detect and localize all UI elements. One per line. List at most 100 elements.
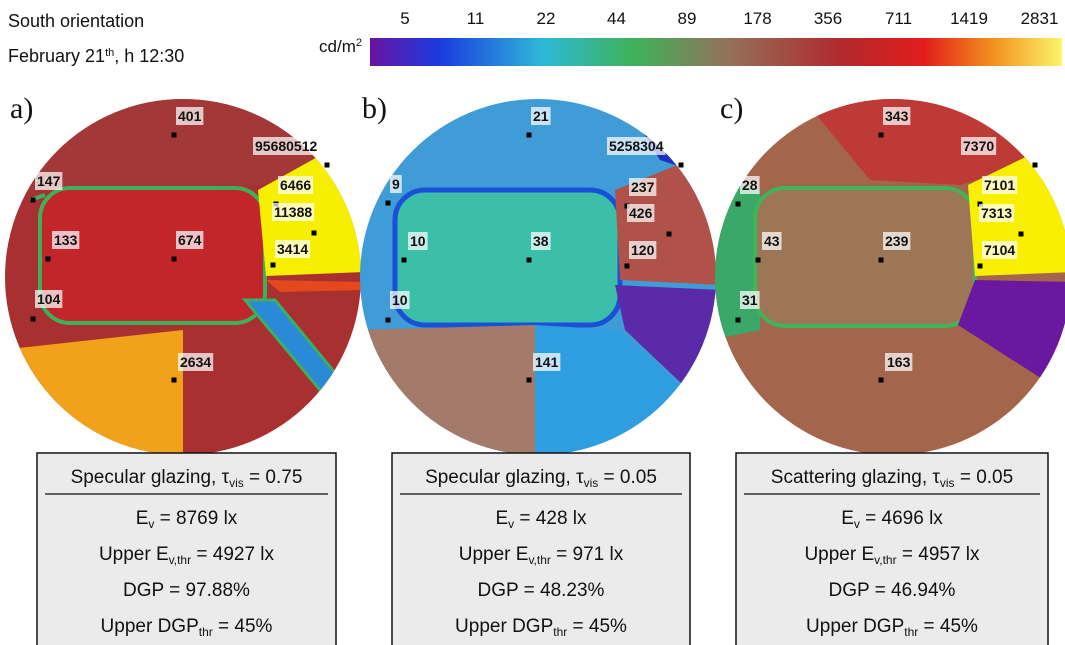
point-marker: [878, 132, 884, 138]
point-label-bg: [408, 232, 428, 250]
box-title-part: = 0.05: [955, 467, 1014, 488]
box-line: Upper DGPthr = 45%: [455, 616, 627, 639]
point-label-bg: [629, 178, 657, 196]
box-line-part: = 45%: [918, 616, 978, 637]
box-line: Upper Ev,thr = 4927 lx: [99, 544, 275, 567]
point-label-bg: [740, 291, 760, 309]
point-marker: [270, 262, 276, 268]
box-line-part: E: [841, 508, 854, 529]
point-label: 28: [742, 177, 758, 193]
box-line-part: = 971 lx: [551, 544, 624, 565]
box-line-part: Upper E: [459, 544, 529, 565]
box-line-part: = 45%: [213, 616, 273, 637]
box-line: DGP = 48.23%: [478, 580, 605, 601]
point-label-bg: [740, 176, 760, 194]
point-label-bg: [883, 107, 911, 125]
point-label: 120: [631, 242, 655, 258]
colorbar-tick-label: 711: [885, 9, 912, 28]
box-line-part: v: [854, 517, 860, 531]
info-box: [735, 452, 1049, 645]
point-label: 10: [392, 292, 408, 308]
point-label: 7101: [984, 177, 1015, 193]
point-label-bg: [533, 353, 561, 371]
date-part: th: [105, 47, 114, 59]
point-marker: [526, 132, 532, 138]
point-label-bg: [278, 176, 314, 194]
box-line-part: E: [495, 508, 508, 529]
colorbar-tick-label: 178: [743, 9, 771, 28]
date: February 21th, h 12:30: [8, 46, 184, 66]
box-line-part: = 4957 lx: [897, 544, 980, 565]
point-label-bg: [961, 137, 997, 155]
point-label: 133: [54, 232, 78, 248]
point-label: 5258304: [609, 138, 664, 154]
colorbar-tick-label: 22: [537, 9, 556, 28]
point-label-bg: [629, 241, 657, 259]
box-line-part: = 8769 lx: [154, 508, 237, 529]
point-marker: [526, 377, 532, 383]
point-label-bg: [52, 231, 80, 249]
box-title-part: Scattering glazing, τ: [771, 467, 941, 488]
box-title: Specular glazing, τvis = 0.75: [71, 467, 303, 490]
box-line-part: = 45%: [567, 616, 627, 637]
box-line-part: = 4696 lx: [860, 508, 943, 529]
box-line-part: thr: [904, 625, 918, 639]
point-label: 7370: [963, 138, 994, 154]
point-marker: [1032, 162, 1038, 168]
box-title: Scattering glazing, τvis = 0.05: [771, 467, 1013, 490]
colorbar-unit-part: cd/m: [319, 37, 356, 56]
point-marker: [755, 257, 761, 263]
point-marker: [311, 230, 317, 236]
point-label-bg: [762, 232, 782, 250]
point-label: 43: [764, 233, 780, 249]
point-label: 11388: [274, 204, 312, 220]
point-label: 95680512: [255, 138, 318, 154]
colorbar-tick-label: 2831: [1021, 9, 1059, 28]
box-line-part: DGP = 48.23%: [478, 580, 605, 601]
box-title-part: vis: [940, 476, 955, 490]
point-marker: [1018, 231, 1024, 237]
box-line-part: v,thr: [874, 553, 896, 567]
box-line: Upper Ev,thr = 971 lx: [459, 544, 624, 567]
box-title-part: vis: [229, 476, 244, 490]
point-label: 104: [37, 291, 61, 307]
point-label: 31: [742, 292, 758, 308]
point-label-bg: [178, 353, 214, 371]
point-label: 674: [178, 232, 202, 248]
info-box: [391, 452, 691, 645]
point-marker: [30, 197, 36, 203]
box-title-part: Specular glazing, τ: [425, 467, 584, 488]
box-line-part: v,thr: [169, 553, 191, 567]
point-label-bg: [531, 107, 551, 125]
box-line-part: E: [136, 508, 149, 529]
box-line-part: Upper DGP: [455, 616, 553, 637]
point-marker: [678, 162, 684, 168]
panel-letter: c): [720, 92, 743, 125]
point-marker: [171, 256, 177, 262]
point-label: 9: [392, 176, 400, 192]
point-marker: [171, 132, 177, 138]
box-line: Ev = 4696 lx: [841, 508, 943, 531]
point-marker: [324, 162, 330, 168]
point-label-bg: [275, 240, 311, 258]
point-label: 2634: [180, 354, 211, 370]
point-marker: [735, 201, 741, 207]
point-label-bg: [883, 232, 911, 250]
point-label: 3414: [277, 241, 308, 257]
box-title-part: = 0.75: [244, 467, 303, 488]
colorbar-unit-part: 2: [356, 37, 362, 49]
point-label: 21: [533, 108, 549, 124]
point-label: 239: [885, 233, 909, 249]
panel-letter: b): [362, 92, 387, 125]
point-label: 7313: [981, 205, 1012, 221]
point-label: 141: [535, 354, 559, 370]
box-line-part: thr: [553, 625, 567, 639]
point-label-bg: [176, 231, 204, 249]
point-label-bg: [982, 241, 1018, 259]
point-marker: [385, 200, 391, 206]
point-label-bg: [35, 290, 63, 308]
box-line: Upper DGPthr = 45%: [806, 616, 978, 639]
box-title-part: vis: [584, 476, 599, 490]
point-label-bg: [253, 137, 320, 155]
point-marker: [401, 257, 407, 263]
